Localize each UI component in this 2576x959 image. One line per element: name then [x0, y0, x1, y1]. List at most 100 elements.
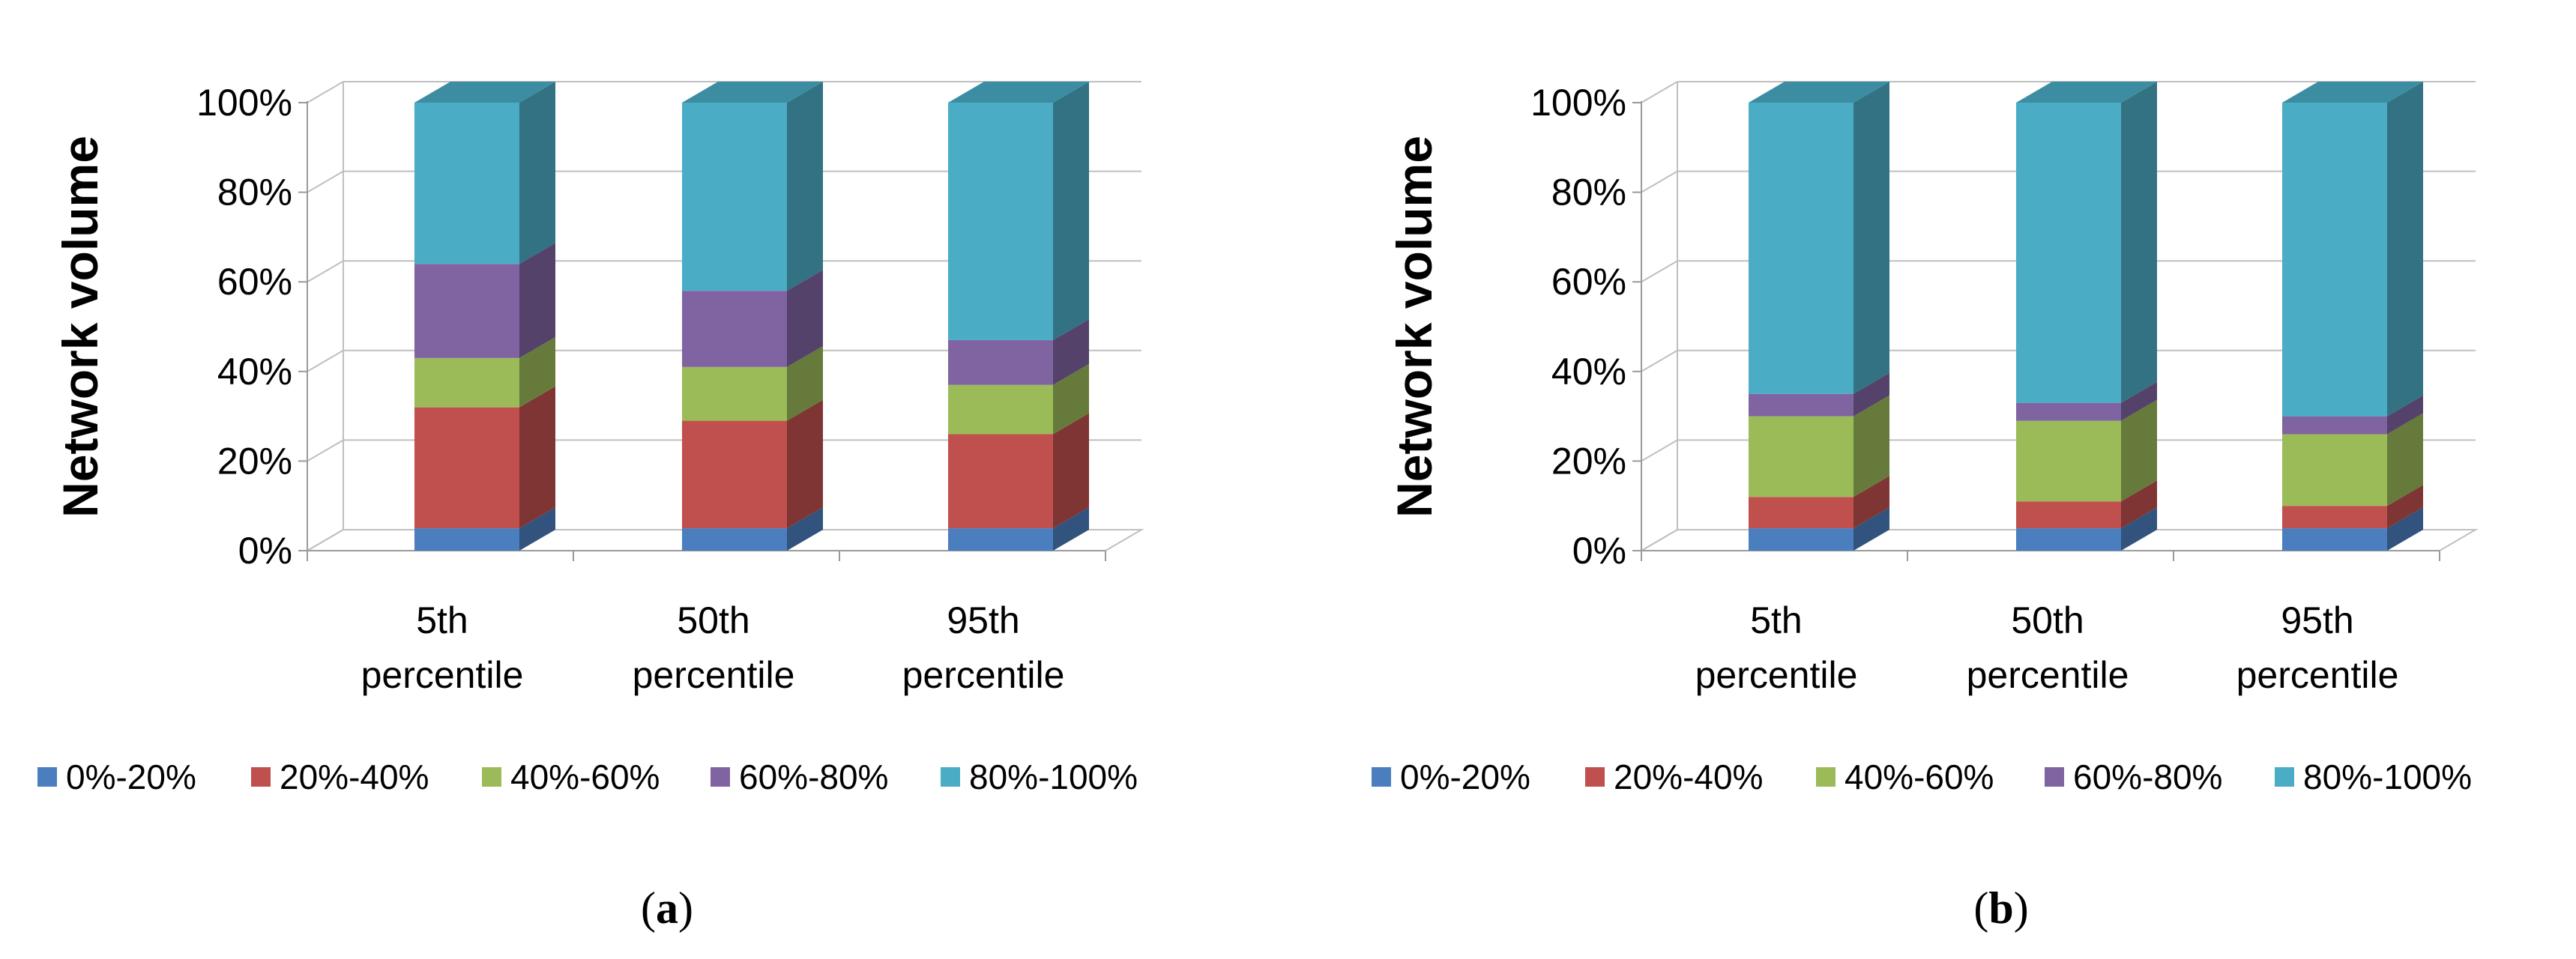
x-category-label: 95th [2281, 599, 2353, 641]
panel-label-letter: b [1988, 883, 2013, 933]
bar-segment-40-60--front [1749, 416, 1853, 497]
bar-segment-20-40--front [948, 434, 1053, 529]
bar-stack-3 [2282, 82, 2423, 551]
bar-stack-2 [682, 82, 823, 551]
bar-segment-side [787, 270, 823, 367]
panel-label-open: ( [641, 883, 656, 933]
bar-segment-side [2121, 381, 2157, 421]
bar-segment-side [519, 507, 555, 551]
bar-segment-60-80--front [682, 291, 787, 367]
bar-segment-60-80--front [2282, 416, 2387, 435]
bar-segment-60-80--front [414, 264, 519, 358]
gridline-diagonal [307, 439, 344, 462]
bar-segment-side [519, 386, 555, 529]
bar-segment-side [519, 243, 555, 358]
y-tick-label: 0% [1572, 530, 1626, 572]
y-tick-label: 0% [238, 530, 292, 572]
y-tick-label: 80% [1551, 172, 1626, 214]
bar-segment-40-60--front [414, 357, 519, 408]
bar-stack-1 [1749, 82, 1889, 551]
bar-segment-20-40--front [2282, 506, 2387, 529]
bar-segment-side [2387, 82, 2423, 417]
bar-segment-side [2121, 480, 2157, 529]
bar-segment-side [1053, 507, 1089, 551]
bar-segment-80-100--front [948, 103, 1053, 340]
panel-label-open: ( [1973, 883, 1988, 933]
bar-segment-side [1853, 395, 1889, 497]
y-tick-label: 20% [217, 440, 292, 482]
bar-segment-0-20--front [414, 528, 519, 551]
legend-swatch-1 [1372, 767, 1391, 787]
bar-segment-side [2387, 413, 2423, 506]
bar-segment-side [1853, 82, 1889, 394]
legend-swatch-5 [2275, 767, 2294, 787]
bar-segment-0-20--front [2282, 528, 2387, 551]
gridline-diagonal [307, 260, 344, 283]
y-tick-label: 60% [1551, 261, 1626, 303]
x-category-label: percentile [902, 654, 1065, 696]
gridline-diagonal [1641, 170, 1678, 193]
panel-label-close: ) [2014, 883, 2029, 933]
legend-swatch-3 [1816, 767, 1836, 787]
chart-panel-b: 0% 20% 40% 60% 80% 100% Network volume 5th perce… [1372, 81, 2479, 933]
panel-label: (b) [1973, 883, 2028, 933]
bar-segment-40-60--front [682, 366, 787, 421]
legend: 0%-20% 20%-40% 40%-60% 60%-80% 80%-100% [37, 757, 1138, 796]
bar-segment-side [1053, 318, 1089, 385]
y-tick-label: 100% [196, 82, 292, 124]
gridline-diagonal [1641, 439, 1678, 462]
bar-segment-20-40--front [2016, 501, 2121, 529]
bar-segment-side [519, 82, 555, 264]
bar-top-face [1749, 82, 1889, 103]
x-category-label: 50th [677, 599, 749, 641]
x-category-label: 5th [1750, 599, 1803, 641]
x-category-label: percentile [1967, 654, 2129, 696]
bar-segment-side [2387, 507, 2423, 551]
bar-segment-side [1053, 413, 1089, 529]
legend-swatch-4 [2045, 767, 2064, 787]
legend-swatch-2 [1585, 767, 1605, 787]
bar-segment-side [1053, 82, 1089, 340]
gridline-diagonal [1641, 81, 1678, 103]
legend-swatch-3 [482, 767, 501, 787]
bar-segment-side [1853, 372, 1889, 417]
bar-segment-80-100--front [2016, 103, 2121, 403]
bar-segment-40-60--front [2016, 420, 2121, 502]
legend-label: 0%-20% [66, 757, 196, 796]
gridline-diagonal [307, 349, 344, 372]
bar-segment-60-80--front [1749, 393, 1853, 417]
bar-stack-2 [2016, 82, 2157, 551]
panel-label-letter: a [656, 883, 678, 933]
bar-segment-side [787, 345, 823, 421]
legend-swatch-2 [251, 767, 271, 787]
chart-panel-a: 0% 20% 40% 60% 80% 100% Network volume 5th perce… [37, 81, 1144, 933]
y-tick-label: 80% [217, 172, 292, 214]
gridline-diagonal [1641, 349, 1678, 372]
x-category-label: percentile [1695, 654, 1858, 696]
bar-segment-80-100--front [682, 103, 787, 291]
legend-label: 60%-80% [2073, 757, 2222, 796]
legend: 0%-20% 20%-40% 40%-60% 60%-80% 80%-100% [1372, 757, 2472, 796]
bar-segment-side [519, 336, 555, 408]
panel-label-close: ) [678, 883, 693, 933]
x-category-label: percentile [2236, 654, 2399, 696]
bar-segment-20-40--front [1749, 497, 1853, 529]
bar-stack-1 [414, 82, 555, 551]
bar-segment-80-100--front [414, 103, 519, 264]
bar-stack-3 [948, 82, 1089, 551]
bar-segment-20-40--front [682, 420, 787, 529]
legend-label: 40%-60% [510, 757, 660, 796]
legend-label: 40%-60% [1844, 757, 1994, 796]
x-category-label: 5th [416, 599, 468, 641]
x-category-label: percentile [633, 654, 795, 696]
legend-label: 20%-40% [280, 757, 429, 796]
legend-swatch-5 [941, 767, 960, 787]
bar-top-face [948, 82, 1089, 103]
bar-top-face [2282, 82, 2423, 103]
bar-segment-20-40--front [414, 407, 519, 529]
bar-segment-40-60--front [948, 384, 1053, 435]
bar-segment-side [1853, 507, 1889, 551]
bar-segment-side [1053, 363, 1089, 435]
bar-segment-0-20--front [948, 528, 1053, 551]
